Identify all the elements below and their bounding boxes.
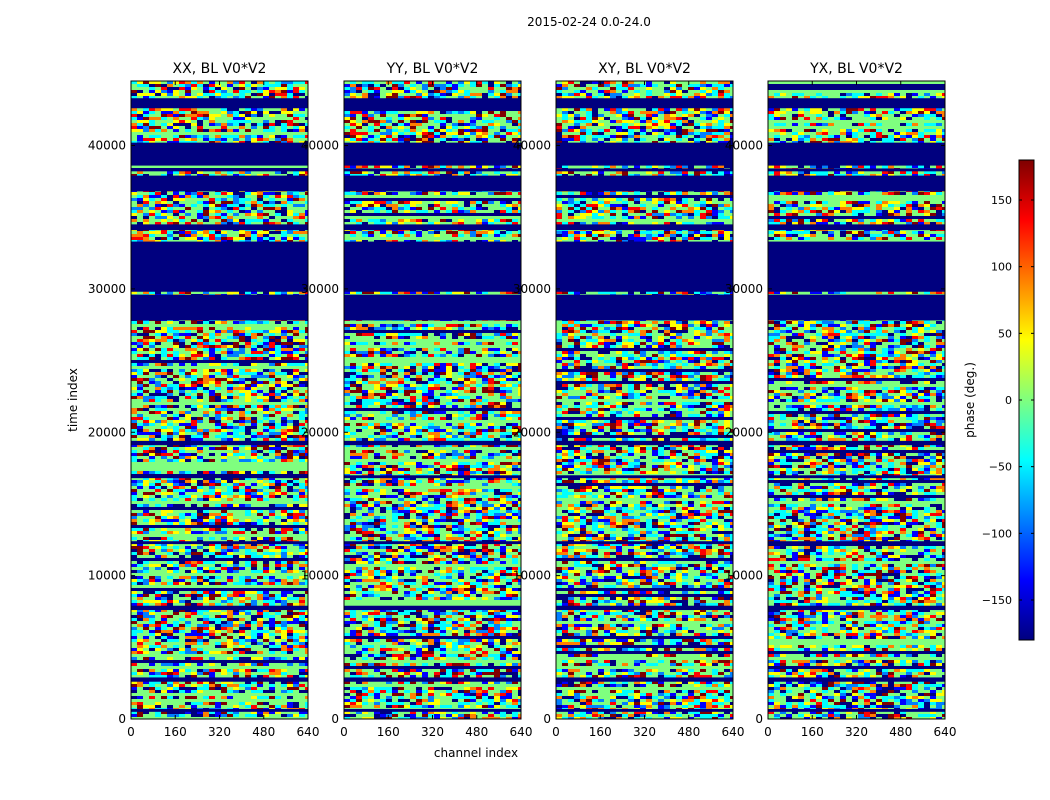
heatmap-image [768,81,945,719]
x-tick-label: 0 [340,725,348,739]
x-tick-label: 640 [722,725,745,739]
x-tick-label: 160 [164,725,187,739]
x-axis-label: channel index [434,746,518,760]
panel-title: XX, BL V0*V2 [173,61,267,77]
x-tick-label: 160 [589,725,612,739]
y-tick-label: 20000 [513,425,551,439]
panel-3: XY, BL V0*V2 0 160 320 480 640 0 10000 20000 3000… [513,61,745,739]
panel-title: YX, BL V0*V2 [809,61,903,77]
colorbar-tick-label: 100 [991,261,1012,274]
y-tick-label: 30000 [301,282,339,296]
panel-title: YY, BL V0*V2 [386,61,479,77]
y-tick-label: 10000 [88,569,126,583]
y-tick-label: 40000 [88,139,126,153]
panel-2: YY, BL V0*V2 0 160 320 480 640 0 10000 20000 3000… [301,61,533,739]
colorbar-tick-label: 150 [991,194,1012,207]
figure-suptitle: 2015-02-24 0.0-24.0 [527,15,651,29]
x-tick-label: 0 [764,725,772,739]
x-tick-label: 320 [845,725,868,739]
colorbar-label: phase (deg.) [963,362,977,438]
x-tick-label: 480 [465,725,488,739]
y-tick-label: 40000 [301,139,339,153]
x-tick-label: 480 [252,725,275,739]
colorbar-tick-label: −50 [989,461,1012,474]
y-tick-label: 0 [331,712,339,726]
y-tick-label: 0 [543,712,551,726]
x-tick-label: 0 [127,725,135,739]
y-tick-label: 30000 [513,282,551,296]
colorbar-tick-label: −150 [982,594,1012,607]
heatmap-image [556,81,733,719]
colorbar-ticks: 150 100 50 0 −50 −100 −150 [982,194,1034,607]
colorbar-tick-label: 50 [998,327,1012,340]
colorbar-tick-label: 0 [1005,394,1012,407]
y-tick-label: 0 [755,712,763,726]
x-tick-label: 320 [421,725,444,739]
y-tick-label: 40000 [513,139,551,153]
colorbar-tick-label: −100 [982,527,1012,540]
x-tick-label: 160 [377,725,400,739]
heatmap-image [344,81,521,719]
y-tick-label: 40000 [725,139,763,153]
y-axis-label: time index [66,368,80,432]
panel-1: XX, BL V0*V2 0 160 320 480 640 0 10000 20000 3000… [88,61,320,739]
y-tick-label: 10000 [301,569,339,583]
x-tick-label: 640 [934,725,957,739]
panel-4: YX, BL V0*V2 0 160 320 480 640 0 10000 20000 3000… [725,61,957,739]
heatmap-image [131,81,308,719]
y-tick-label: 30000 [725,282,763,296]
y-tick-label: 10000 [725,569,763,583]
y-tick-label: 0 [118,712,126,726]
x-tick-label: 480 [889,725,912,739]
x-tick-label: 640 [297,725,320,739]
x-tick-label: 320 [633,725,656,739]
x-tick-label: 0 [552,725,560,739]
panels: XX, BL V0*V2 0 160 320 480 640 0 10000 20000 3000… [88,61,957,739]
x-tick-label: 480 [677,725,700,739]
panel-title: XY, BL V0*V2 [598,61,691,77]
colorbar: 150 100 50 0 −50 −100 −150 phase (deg.) [963,159,1035,641]
y-tick-label: 30000 [88,282,126,296]
x-tick-label: 640 [510,725,533,739]
y-tick-label: 20000 [88,425,126,439]
y-tick-label: 20000 [725,425,763,439]
x-tick-label: 160 [801,725,824,739]
y-tick-label: 10000 [513,569,551,583]
x-tick-label: 320 [208,725,231,739]
y-tick-label: 20000 [301,425,339,439]
